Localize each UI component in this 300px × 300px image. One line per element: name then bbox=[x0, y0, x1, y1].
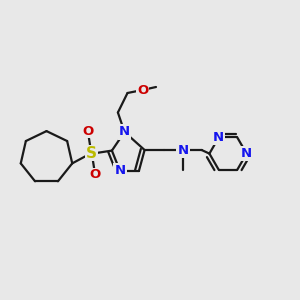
Text: methyl: methyl bbox=[181, 173, 185, 174]
Text: N: N bbox=[177, 143, 189, 157]
Text: N: N bbox=[119, 125, 130, 139]
Text: N: N bbox=[114, 164, 126, 178]
Text: O: O bbox=[82, 125, 94, 138]
Text: N: N bbox=[213, 131, 224, 144]
Text: O: O bbox=[89, 168, 101, 181]
Text: methoxy: methoxy bbox=[162, 84, 168, 86]
Text: N: N bbox=[241, 147, 252, 160]
Text: O: O bbox=[137, 83, 148, 97]
Text: S: S bbox=[86, 146, 97, 160]
